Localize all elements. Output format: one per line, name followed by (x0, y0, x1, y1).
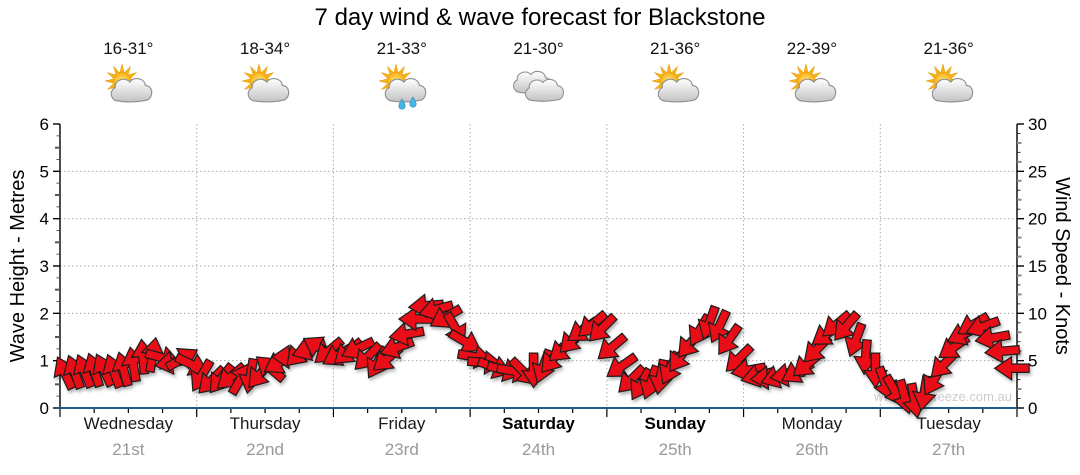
day-date: 24th (521, 440, 556, 459)
wind-arrow-series (53, 293, 1030, 419)
day-temp: 21-36° (923, 39, 974, 58)
day-name: Monday (781, 414, 843, 433)
wind-arrow (844, 321, 868, 358)
wave-axis-tick-label: 1 (40, 352, 49, 371)
wind-arrow (606, 352, 639, 377)
day-temp: 16-31° (103, 39, 154, 58)
day-date: 23rd (384, 440, 419, 459)
wind-axis-tick-label: 15 (1028, 257, 1047, 276)
wind-arrow (993, 355, 1030, 381)
day-temp: 21-30° (513, 39, 564, 58)
sun-cloud-icon (648, 63, 702, 116)
wave-axis-tick-label: 6 (40, 115, 49, 134)
wind-axis-tick-label: 30 (1028, 115, 1047, 134)
chart-title: 7 day wind & wave forecast for Blackston… (314, 4, 766, 31)
day-temp: 21-33° (376, 39, 427, 58)
day-name: Tuesday (916, 414, 981, 433)
day-date: 22nd (246, 440, 284, 459)
clouds-icon (512, 63, 566, 116)
wind-arrow (718, 322, 743, 356)
day-temp: 21-36° (650, 39, 701, 58)
wave-axis-tick-label: 2 (40, 304, 49, 323)
sun-cloud-icon (922, 63, 976, 116)
day-name: Wednesday (83, 414, 174, 433)
wind-arrow (447, 328, 482, 353)
wind-arrow (834, 310, 862, 341)
day-temp: 18-34° (239, 39, 291, 58)
wave-axis-tick-label: 3 (40, 257, 49, 276)
wind-axis-tick-label: 5 (1028, 352, 1037, 371)
wave-axis-tick-label: 4 (40, 210, 49, 229)
day-date: 26th (795, 440, 829, 459)
day-date: 21st (112, 440, 145, 459)
sun-cloud-icon (785, 63, 839, 116)
wind-arrow (597, 332, 629, 360)
wind-arrow (588, 312, 618, 342)
day-temp: 22-39° (786, 39, 838, 58)
wind-arrow (983, 338, 1021, 364)
wave-axis-tick-label: 0 (40, 399, 49, 418)
wind-axis-tick-label: 0 (1028, 399, 1037, 418)
sun-cloud-icon (101, 63, 155, 116)
wind-axis-tick-label: 25 (1028, 162, 1047, 181)
day-date: 27th (932, 440, 966, 459)
wind-arrow (974, 325, 1011, 351)
wind-axis-tick-label: 20 (1028, 210, 1047, 229)
day-date: 25th (658, 440, 692, 459)
day-name: Sunday (644, 414, 706, 433)
sun-cloud-rain-icon (375, 63, 429, 116)
day-name: Thursday (229, 414, 301, 433)
day-name: Saturday (502, 414, 575, 433)
wind-arrow (707, 308, 731, 344)
wave-axis-tick-label: 5 (40, 162, 49, 181)
day-name: Friday (378, 414, 426, 433)
sun-cloud-icon (238, 63, 292, 116)
wind-axis-tick-label: 10 (1028, 304, 1047, 323)
